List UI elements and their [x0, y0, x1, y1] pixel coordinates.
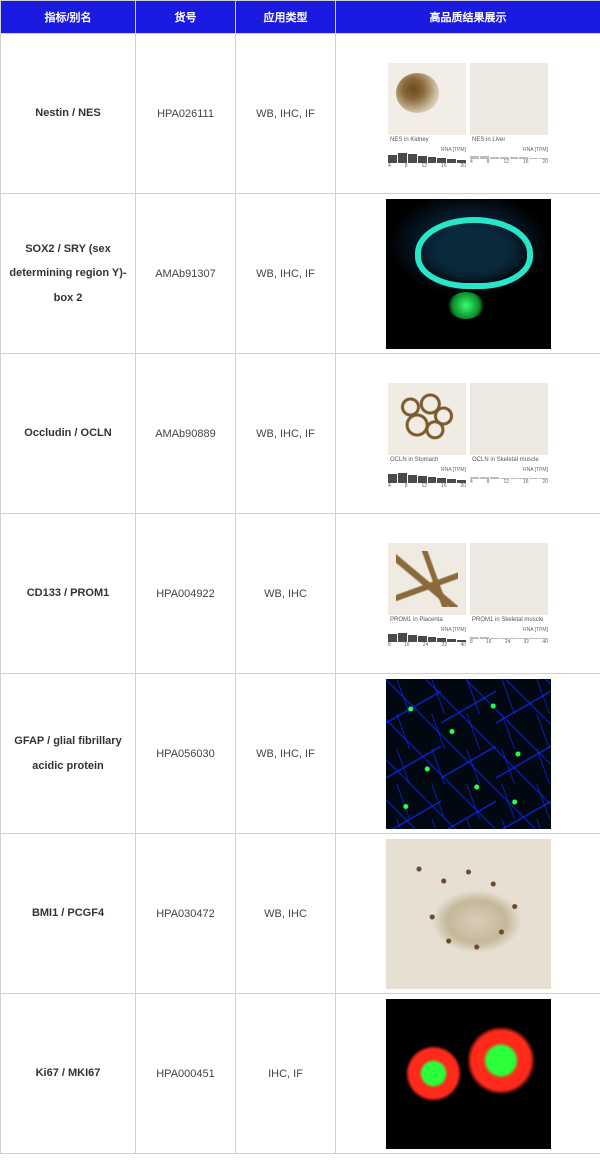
table-row: BMI1 / PCGF4HPA030472WB, IHC — [1, 834, 600, 994]
marker-name: BMI1 / PCGF4 — [1, 834, 136, 994]
catalog-number: AMAb90889 — [136, 354, 236, 514]
antibody-table: 指标/别名 货号 应用类型 高品质结果展示 Nestin / NESHPA026… — [0, 0, 600, 1154]
table-row: SOX2 / SRY (sex determining region Y)-bo… — [1, 194, 600, 354]
table-row: GFAP / glial fibrillary acidic proteinHP… — [1, 674, 600, 834]
catalog-number: HPA056030 — [136, 674, 236, 834]
table-row: Nestin / NESHPA026111WB, IHC, IFNES in K… — [1, 34, 600, 194]
marker-name: SOX2 / SRY (sex determining region Y)-bo… — [1, 194, 136, 354]
col-header-catalog: 货号 — [136, 1, 236, 34]
result-image: PROM1 in PlacentaPROM1 in Skeletal muscl… — [336, 514, 600, 674]
col-header-name: 指标/别名 — [1, 1, 136, 34]
marker-name: GFAP / glial fibrillary acidic protein — [1, 674, 136, 834]
col-header-apps: 应用类型 — [236, 1, 336, 34]
header-row: 指标/别名 货号 应用类型 高品质结果展示 — [1, 1, 600, 34]
col-header-results: 高品质结果展示 — [336, 1, 600, 34]
applications: WB, IHC, IF — [236, 34, 336, 194]
applications: WB, IHC, IF — [236, 354, 336, 514]
applications: WB, IHC — [236, 514, 336, 674]
marker-name: Nestin / NES — [1, 34, 136, 194]
applications: WB, IHC — [236, 834, 336, 994]
table-row: Ki67 / MKI67HPA000451IHC, IF — [1, 994, 600, 1154]
catalog-number: HPA004922 — [136, 514, 236, 674]
catalog-number: HPA000451 — [136, 994, 236, 1154]
result-image — [336, 674, 600, 834]
result-image: OCLN in StomachOCLN in Skeletal muscleRN… — [336, 354, 600, 514]
applications: IHC, IF — [236, 994, 336, 1154]
result-image — [336, 834, 600, 994]
catalog-number: HPA026111 — [136, 34, 236, 194]
result-image — [336, 994, 600, 1154]
catalog-number: HPA030472 — [136, 834, 236, 994]
catalog-number: AMAb91307 — [136, 194, 236, 354]
table-row: CD133 / PROM1HPA004922WB, IHCPROM1 in Pl… — [1, 514, 600, 674]
applications: WB, IHC, IF — [236, 194, 336, 354]
result-image: NES in KidneyNES in LiverRNA [TPM]481216… — [336, 34, 600, 194]
marker-name: CD133 / PROM1 — [1, 514, 136, 674]
table-row: Occludin / OCLNAMAb90889WB, IHC, IFOCLN … — [1, 354, 600, 514]
applications: WB, IHC, IF — [236, 674, 336, 834]
marker-name: Ki67 / MKI67 — [1, 994, 136, 1154]
result-image — [336, 194, 600, 354]
marker-name: Occludin / OCLN — [1, 354, 136, 514]
